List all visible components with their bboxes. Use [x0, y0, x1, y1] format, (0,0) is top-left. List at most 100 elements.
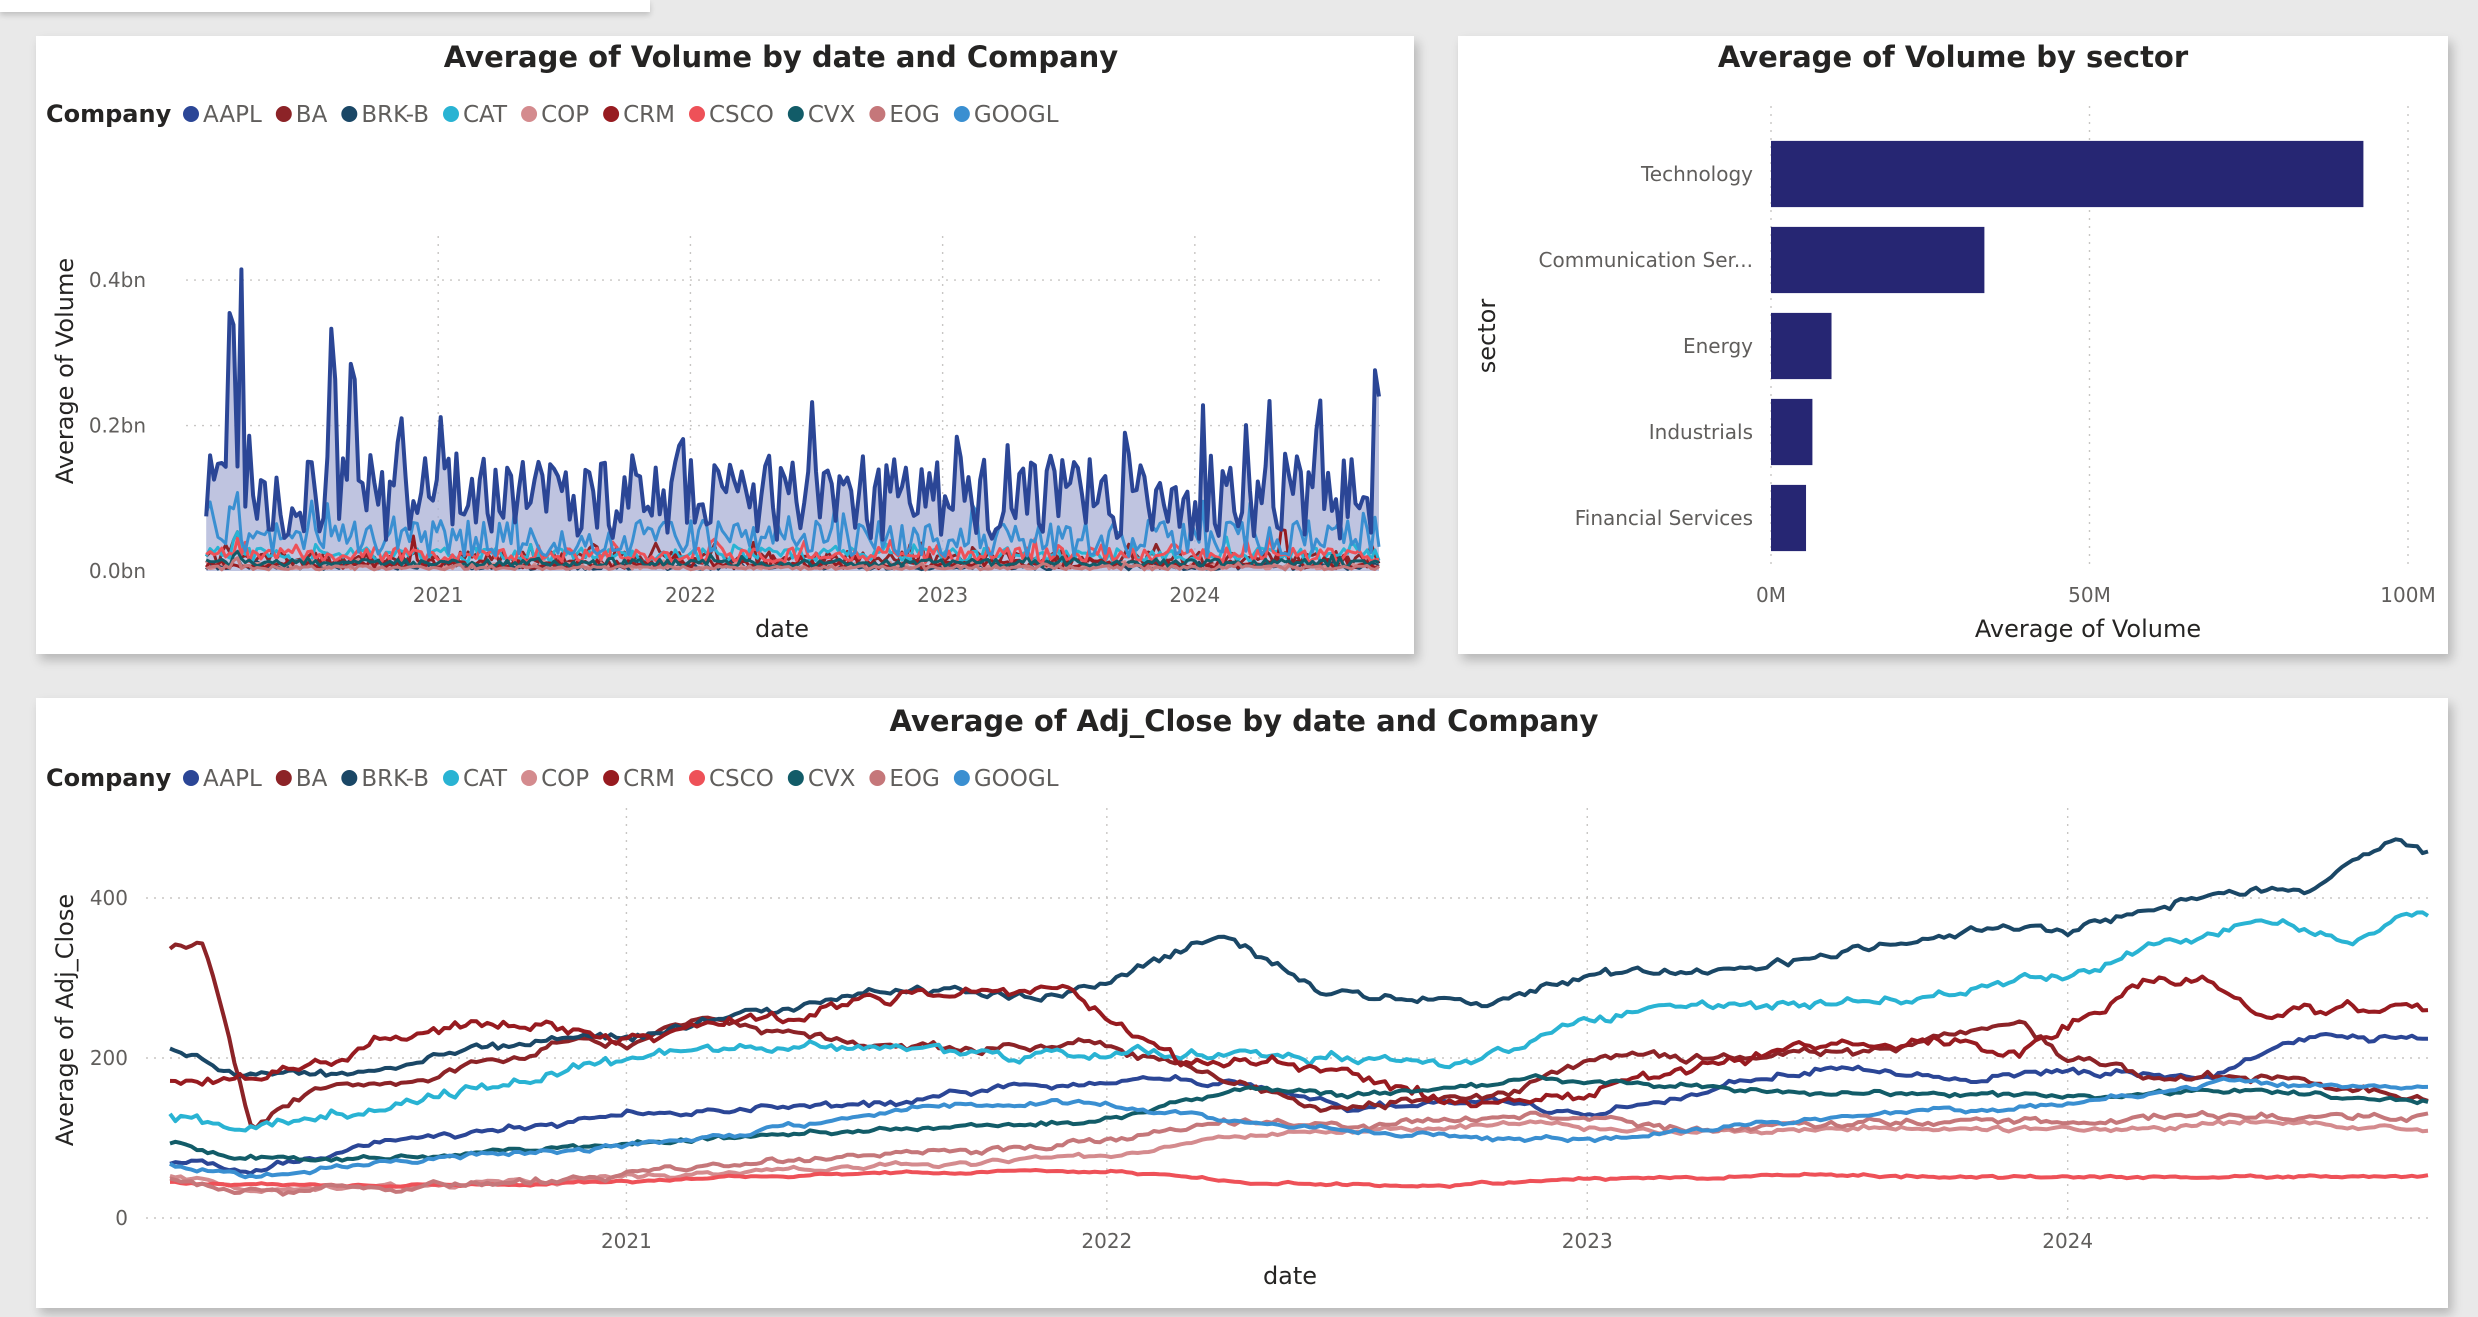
legend-marker-csco[interactable] [689, 106, 705, 122]
legend-marker-cat[interactable] [443, 106, 459, 122]
bar-technology[interactable] [1771, 140, 2364, 208]
bar-communication-ser[interactable] [1771, 226, 1985, 294]
adj-close-by-date-chart: Average of Adj_Close by date and Company… [46, 704, 2430, 1290]
category-label: Industrials [1649, 420, 1753, 444]
legend-item-cat[interactable]: CAT [463, 102, 508, 128]
series-line-cat[interactable] [168, 910, 2430, 1133]
legend-item-cvx[interactable]: CVX [808, 766, 856, 792]
y-tick-label: 0.4bn [89, 268, 146, 292]
legend-marker-brk-b[interactable] [341, 770, 358, 786]
category-label: Energy [1683, 334, 1753, 358]
legend-marker-brk-b[interactable] [341, 106, 358, 122]
legend-marker-eog[interactable] [869, 770, 886, 786]
legend-marker-cvx[interactable] [787, 106, 804, 122]
legend-marker-googl[interactable] [953, 106, 970, 122]
plot-area[interactable] [168, 837, 2430, 1197]
legend-item-aapl[interactable]: AAPL [203, 766, 262, 792]
legend[interactable]: AAPL BA BRK-B CAT COP CRM CSCO CVX EOG GOOGL [183, 102, 1059, 128]
x-tick-label: 2023 [917, 583, 968, 607]
chart-title: Average of Adj_Close by date and Company [890, 704, 1599, 738]
legend-item-cop[interactable]: COP [541, 766, 589, 792]
previous-card-edge [0, 0, 650, 12]
legend-marker-crm[interactable] [603, 106, 620, 122]
x-tick-label: 2022 [665, 583, 716, 607]
x-tick-label: 0M [1756, 583, 1786, 607]
bar-industrials[interactable] [1771, 398, 1813, 466]
y-axis-ticks: Technology Communication Ser... Energy Indu… [1539, 162, 1754, 530]
plot-area[interactable] [1771, 140, 2364, 552]
legend-item-csco[interactable]: CSCO [709, 102, 774, 128]
legend-title: Company [46, 100, 172, 128]
legend-item-cop[interactable]: COP [541, 102, 589, 128]
gridlines [146, 808, 2428, 1219]
legend-marker-crm[interactable] [603, 770, 620, 786]
legend-marker-googl[interactable] [953, 770, 970, 786]
volume-by-date-card[interactable]: Average of Volume by date and Company Co… [36, 36, 1414, 654]
legend-item-eog[interactable]: EOG [889, 766, 939, 792]
chart-title: Average of Volume by sector [1718, 40, 2189, 74]
legend-item-ba[interactable]: BA [296, 766, 328, 792]
x-axis-ticks: 0M 50M 100M [1756, 583, 2436, 607]
legend-marker-aapl[interactable] [183, 770, 199, 786]
volume-by-sector-card[interactable]: Average of Volume by sector Technology Co… [1458, 36, 2448, 654]
chart-title: Average of Volume by date and Company [444, 40, 1119, 74]
bar-energy[interactable] [1771, 312, 1832, 380]
series-line-ba[interactable] [168, 940, 2429, 1131]
y-axis-title: sector [1473, 299, 1501, 374]
legend-item-brk-b[interactable]: BRK-B [361, 766, 429, 792]
legend-marker-aapl[interactable] [183, 106, 199, 122]
x-tick-label: 2021 [413, 583, 464, 607]
legend-marker-eog[interactable] [869, 106, 886, 122]
x-axis-title: date [1263, 1262, 1317, 1290]
legend-item-eog[interactable]: EOG [889, 102, 939, 128]
volume-by-date-chart: Average of Volume by date and Company Co… [46, 40, 1384, 643]
y-tick-label: 0.0bn [89, 559, 146, 583]
legend-item-cat[interactable]: CAT [463, 766, 508, 792]
series-line-brk-b[interactable] [169, 837, 2429, 1079]
legend-marker-ba[interactable] [275, 770, 292, 786]
legend-item-ba[interactable]: BA [296, 102, 328, 128]
legend[interactable]: AAPL BA BRK-B CAT COP CRM CSCO CVX EOG GOOGL [183, 766, 1059, 792]
x-tick-label: 50M [2068, 583, 2111, 607]
series-line-aapl[interactable] [204, 267, 1381, 542]
adj-close-by-date-card[interactable]: Average of Adj_Close by date and Company… [36, 698, 2448, 1308]
legend-marker-cop[interactable] [521, 106, 538, 122]
legend-item-googl[interactable]: GOOGL [974, 102, 1059, 128]
legend-marker-cat[interactable] [443, 770, 459, 786]
legend-item-crm[interactable]: CRM [623, 102, 675, 128]
x-axis-title: date [755, 615, 809, 643]
category-label: Financial Services [1575, 506, 1753, 530]
bar-financial-services[interactable] [1771, 484, 1807, 552]
y-axis-title: Average of Volume [51, 258, 79, 484]
x-axis-title: Average of Volume [1975, 615, 2201, 643]
legend-item-brk-b[interactable]: BRK-B [361, 102, 429, 128]
x-tick-label: 2024 [1169, 583, 1220, 607]
series-line-csco[interactable] [205, 535, 1380, 564]
plot-area[interactable] [204, 267, 1381, 572]
series-line-googl[interactable] [169, 1076, 2429, 1180]
legend-marker-csco[interactable] [689, 770, 705, 786]
x-tick-label: 2024 [2042, 1229, 2093, 1253]
series-line-aapl[interactable] [169, 1032, 2429, 1176]
legend-marker-cvx[interactable] [787, 770, 804, 786]
legend-marker-ba[interactable] [275, 106, 292, 122]
series-line-cvx[interactable] [205, 549, 1380, 569]
category-label: Technology [1640, 162, 1753, 186]
legend-item-cvx[interactable]: CVX [808, 102, 856, 128]
series-line-googl[interactable] [204, 491, 1381, 558]
x-tick-label: 100M [2380, 583, 2435, 607]
series-line-cvx[interactable] [169, 1073, 2429, 1163]
legend-item-crm[interactable]: CRM [623, 766, 675, 792]
x-tick-label: 2022 [1081, 1229, 1132, 1253]
legend-item-csco[interactable]: CSCO [709, 766, 774, 792]
y-axis-ticks: 0.0bn 0.2bn 0.4bn [89, 268, 146, 583]
legend-item-googl[interactable]: GOOGL [974, 766, 1059, 792]
y-tick-label: 200 [90, 1046, 128, 1070]
x-axis-ticks: 2021 2022 2023 2024 [413, 583, 1221, 607]
series-line-cat[interactable] [204, 530, 1381, 564]
y-tick-label: 0 [115, 1206, 128, 1230]
legend-item-aapl[interactable]: AAPL [203, 102, 262, 128]
legend-marker-cop[interactable] [521, 770, 538, 786]
series-line-eog[interactable] [205, 556, 1380, 572]
series-line-crm[interactable] [169, 974, 2429, 1109]
